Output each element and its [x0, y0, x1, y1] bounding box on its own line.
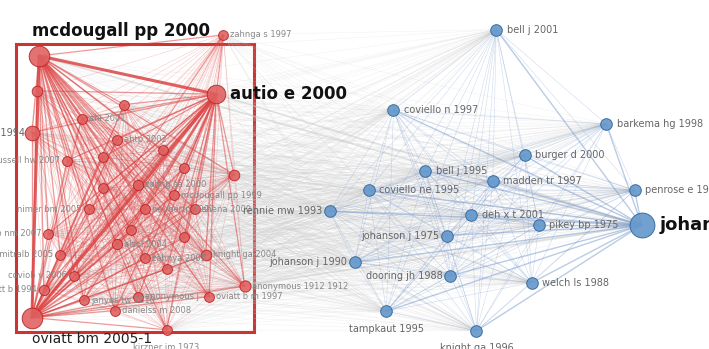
Text: bussell hw 2007: bussell hw 2007 — [0, 156, 60, 165]
Point — [189, 207, 201, 212]
Point — [83, 207, 94, 212]
Point — [601, 121, 612, 127]
Text: johanson j 1990: johanson j 1990 — [269, 258, 347, 267]
Text: deh x t 2001: deh x t 2001 — [482, 210, 544, 220]
Point — [211, 91, 222, 97]
Text: coviob v 2006: coviob v 2006 — [9, 271, 67, 280]
Text: alsol 2004: alsol 2004 — [124, 240, 167, 249]
Text: coviello n 1997: coviello n 1997 — [404, 105, 479, 115]
Text: oviatt bm 2005-1: oviatt bm 2005-1 — [32, 332, 152, 346]
Point — [491, 27, 502, 32]
Point — [55, 252, 66, 258]
Point — [26, 130, 38, 135]
Point — [487, 179, 498, 184]
Text: burger d 2000: burger d 2000 — [535, 150, 605, 160]
Point — [31, 88, 43, 94]
Text: zahnga s 1997: zahnga s 1997 — [230, 30, 292, 39]
Text: bell j 2001: bell j 2001 — [507, 25, 558, 35]
Point — [133, 294, 144, 299]
Text: coviello ne 1995: coviello ne 1995 — [379, 185, 459, 195]
Text: johanson j 1975: johanson j 1975 — [362, 231, 440, 240]
Point — [78, 297, 89, 303]
Text: dmitralb 2005: dmitralb 2005 — [0, 250, 53, 259]
Point — [161, 327, 172, 333]
Text: autio e 2000: autio e 2000 — [230, 85, 347, 103]
Point — [168, 193, 179, 198]
Point — [125, 228, 137, 233]
Point — [533, 222, 545, 228]
Point — [526, 280, 537, 285]
Point — [69, 273, 80, 279]
Point — [466, 212, 477, 217]
Point — [179, 165, 190, 170]
Text: mcdougall pp 1994: mcdougall pp 1994 — [0, 128, 25, 138]
Point — [26, 315, 38, 320]
Text: mcdougall pp 1999: mcdougall pp 1999 — [181, 191, 262, 200]
Text: nimer bm 2005: nimer bm 2005 — [17, 205, 82, 214]
Point — [420, 168, 431, 174]
Text: penrose e 1959: penrose e 1959 — [645, 185, 709, 195]
Text: madden tr 1997: madden tr 1997 — [503, 177, 582, 186]
Point — [636, 222, 647, 228]
Point — [441, 233, 452, 238]
Text: oviatt b m 1997: oviatt b m 1997 — [216, 292, 283, 301]
Text: bell j 1995: bell j 1995 — [436, 166, 487, 176]
Point — [118, 102, 130, 107]
Point — [228, 172, 240, 177]
Point — [140, 207, 151, 212]
Point — [33, 53, 45, 59]
Text: johanson j 1977: johanson j 1977 — [659, 216, 709, 234]
Text: dooring jh 1988: dooring jh 1988 — [367, 271, 443, 281]
Point — [203, 294, 215, 299]
Text: tampkaut 1995: tampkaut 1995 — [349, 324, 424, 334]
Text: anonymous j: anonymous j — [145, 292, 199, 301]
Point — [97, 154, 108, 160]
Text: welch ls 1988: welch ls 1988 — [542, 278, 609, 288]
Text: keup nm 2007: keup nm 2007 — [0, 229, 41, 238]
Text: anonymous 1912 1912: anonymous 1912 1912 — [252, 282, 348, 291]
Text: barkema hg 1998: barkema hg 1998 — [617, 119, 703, 129]
Point — [179, 235, 190, 240]
Point — [133, 182, 144, 188]
Point — [381, 309, 392, 314]
Point — [62, 158, 73, 163]
Point — [140, 255, 151, 261]
Point — [519, 153, 530, 158]
Point — [324, 208, 335, 214]
Point — [218, 32, 229, 38]
Point — [161, 266, 172, 272]
Text: ahi 2001: ahi 2001 — [89, 114, 125, 123]
Point — [43, 231, 54, 237]
Text: rennie mw 1993: rennie mw 1993 — [243, 206, 323, 216]
Text: danielss m 2008: danielss m 2008 — [122, 306, 191, 315]
Text: oviatt b 1994: oviatt b 1994 — [0, 285, 37, 294]
Point — [388, 107, 399, 113]
Point — [97, 186, 108, 191]
Text: janyes tw 2010: janyes tw 2010 — [91, 296, 155, 305]
Text: mcdougall pp 2000: mcdougall pp 2000 — [32, 22, 210, 40]
Point — [471, 328, 482, 334]
Text: knight ga 1996: knight ga 1996 — [440, 343, 513, 349]
Point — [239, 283, 250, 289]
Point — [363, 187, 374, 193]
Text: zahng sa 2000: zahng sa 2000 — [145, 180, 207, 190]
Point — [38, 287, 50, 292]
Text: knight ga 2004: knight ga 2004 — [213, 250, 276, 259]
Text: shena 2000: shena 2000 — [202, 205, 251, 214]
Point — [111, 137, 123, 142]
Point — [445, 273, 456, 279]
Text: neubertp 1997: neubertp 1997 — [152, 205, 215, 214]
Text: pikey bp 1975: pikey bp 1975 — [549, 220, 619, 230]
Point — [157, 147, 169, 153]
Point — [109, 308, 121, 313]
Text: kirzner im 1973: kirzner im 1973 — [133, 343, 200, 349]
Text: ahtp 2002: ahtp 2002 — [124, 135, 167, 144]
Text: zahnya 2005: zahnya 2005 — [152, 254, 206, 263]
Point — [349, 260, 360, 265]
Point — [200, 252, 211, 258]
Point — [76, 116, 87, 121]
Point — [629, 187, 640, 193]
Point — [111, 242, 123, 247]
